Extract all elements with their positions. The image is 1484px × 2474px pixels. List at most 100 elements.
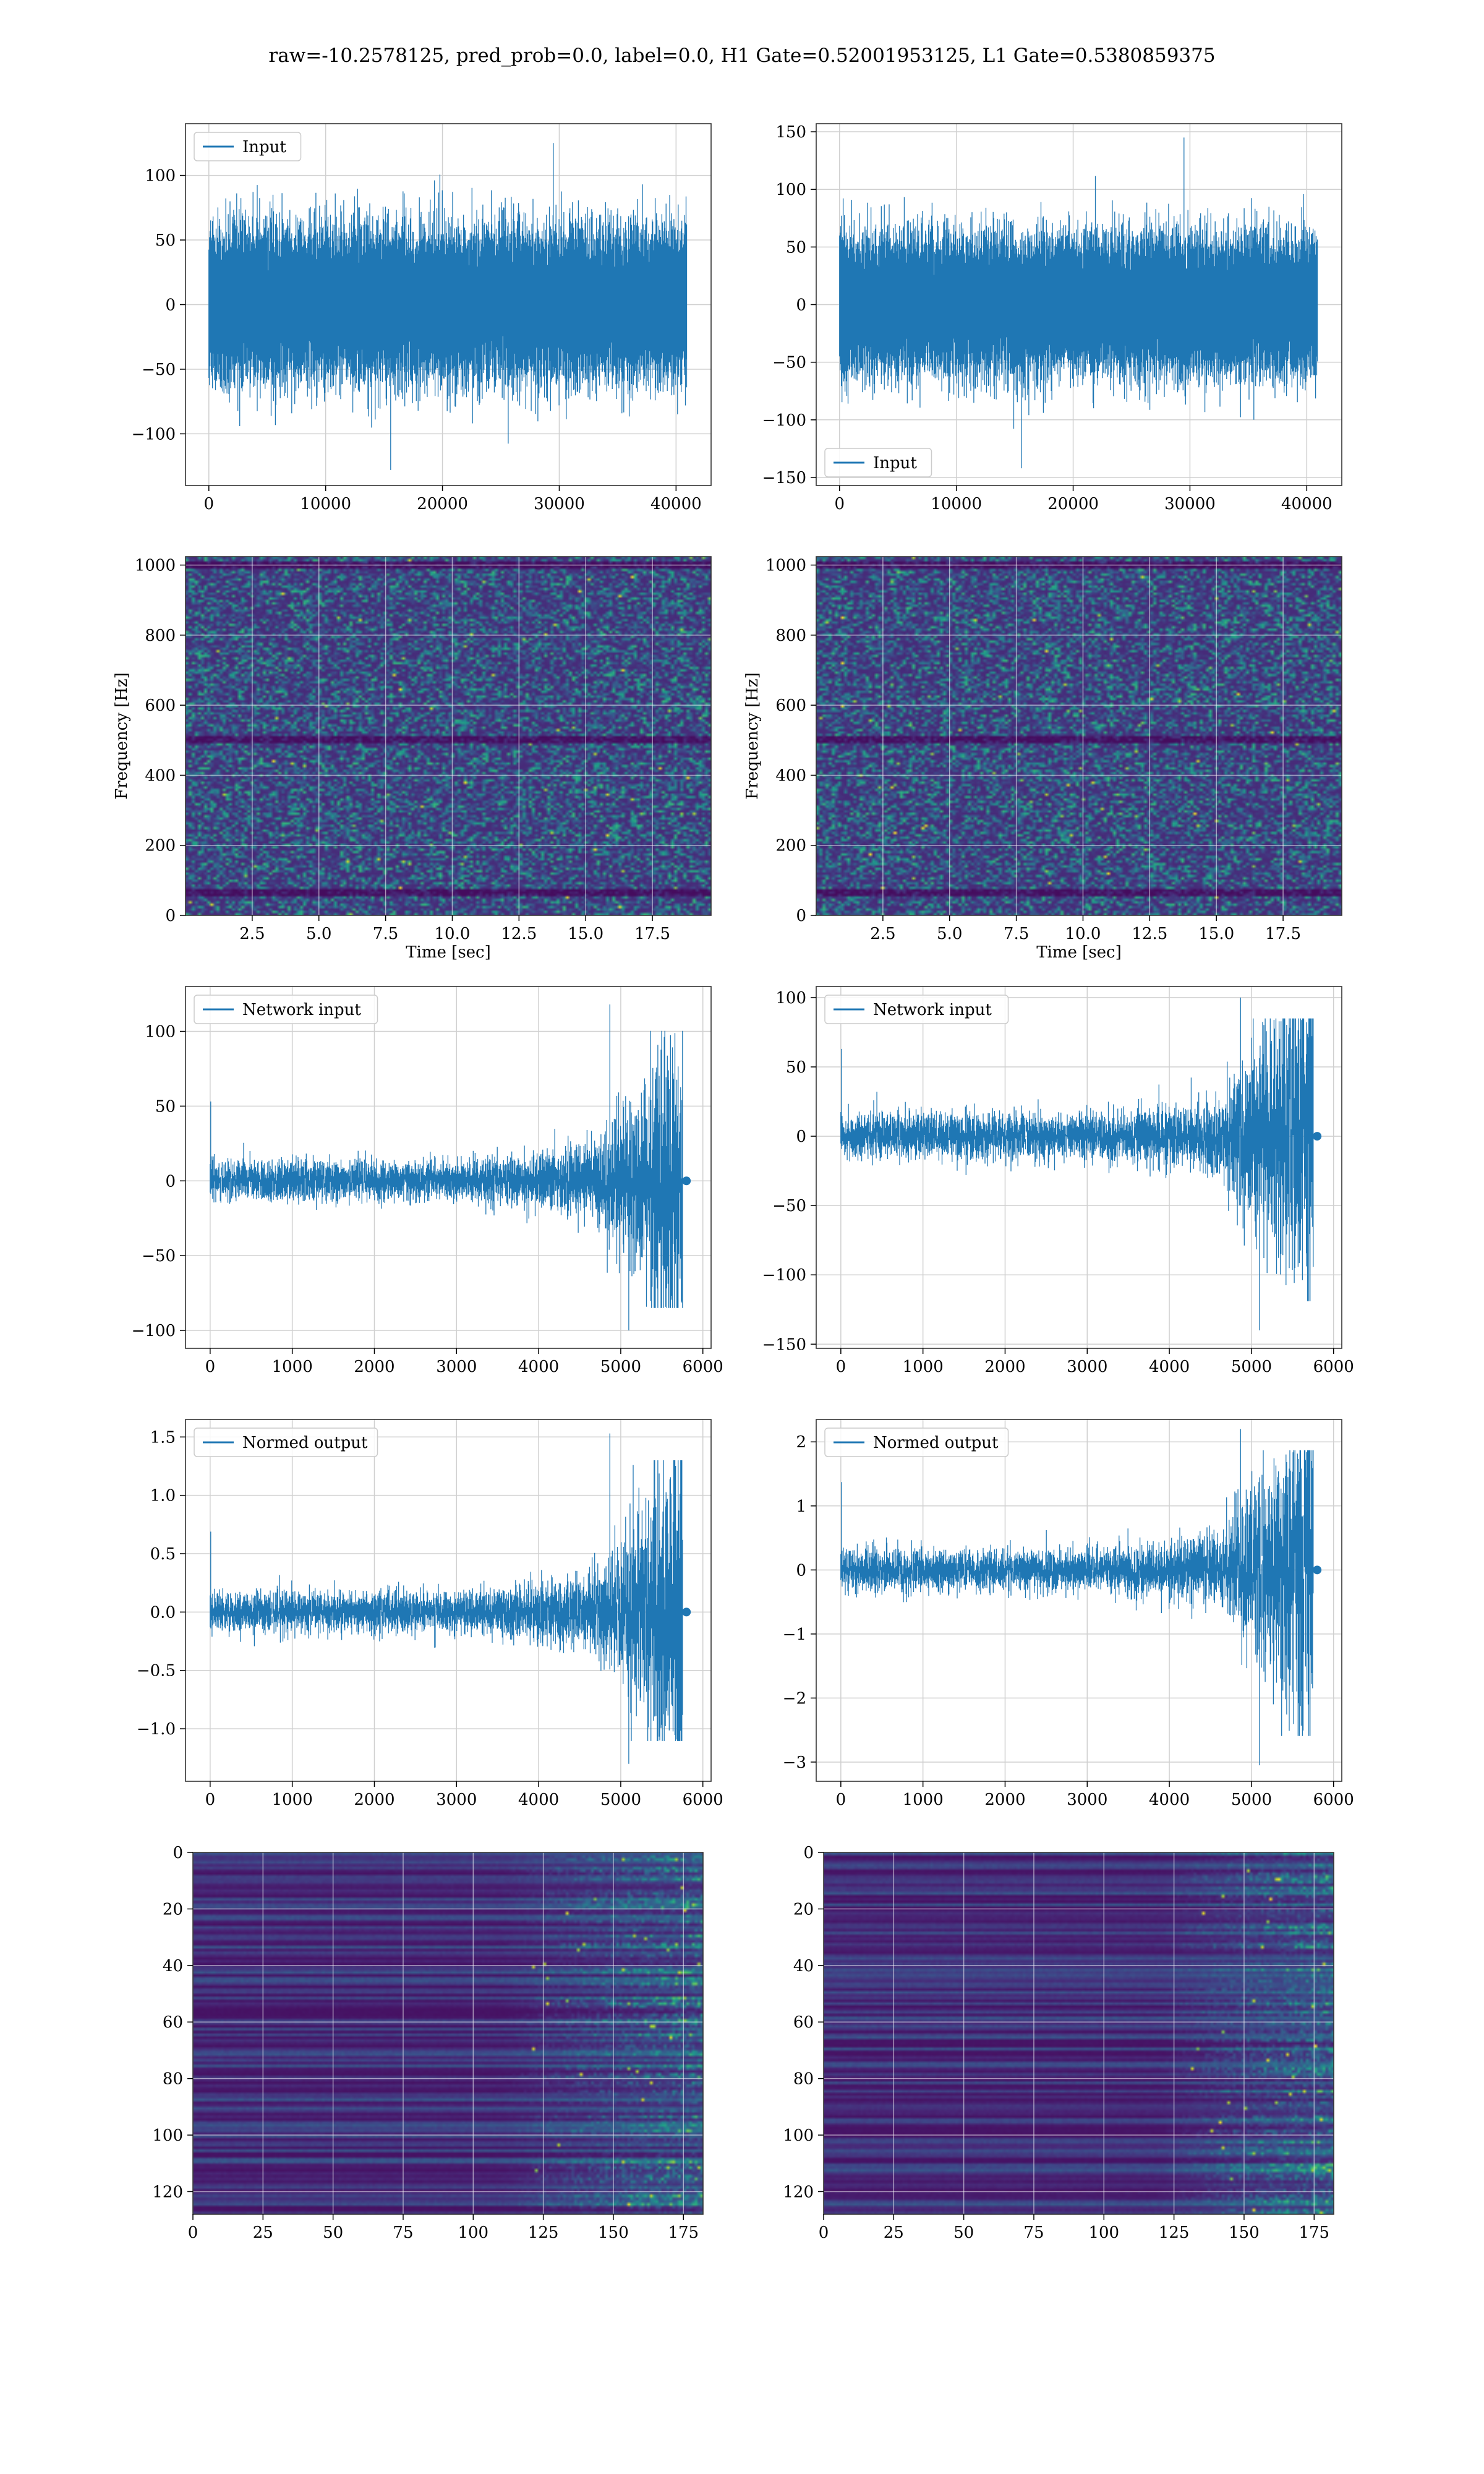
y-tick-label: 0.0 xyxy=(150,1603,176,1622)
spectrogram-l1-panel: 2.5 5.0 7.5 10.0 12.5 15.0 17.5 0 200 400 600 800 10… xyxy=(743,556,1342,962)
y-tick-label: 400 xyxy=(775,766,806,785)
legend-label: Input xyxy=(242,138,286,156)
y-tick-label: 120 xyxy=(152,2183,183,2201)
series-end-marker xyxy=(682,1607,691,1617)
y-tick-label: 100 xyxy=(145,1023,176,1042)
y-tick-label: −150 xyxy=(762,1335,806,1354)
y-tick-label: 100 xyxy=(152,2126,183,2145)
y-tick-label: 0 xyxy=(796,296,806,315)
x-tick-label: 17.5 xyxy=(1265,925,1301,943)
figure-title: raw=-10.2578125, pred_prob=0.0, label=0.… xyxy=(268,45,1215,67)
x-tick-label: 5000 xyxy=(1231,1791,1272,1809)
spectrogram-image xyxy=(816,557,1342,915)
y-tick-label: 50 xyxy=(155,1097,176,1116)
y-tick-label: 400 xyxy=(145,766,176,785)
x-tick-label: 50 xyxy=(953,2224,974,2242)
x-tick-label: 3000 xyxy=(436,1791,477,1809)
x-tick-label: 4000 xyxy=(1149,1358,1190,1376)
y-tick-label: 100 xyxy=(775,989,806,1008)
spectrogram-h1-panel: 2.5 5.0 7.5 10.0 12.5 15.0 17.5 0 200 400 600 800 10… xyxy=(113,556,712,962)
legend-label: Network input xyxy=(873,1001,992,1019)
y-tick-label: 200 xyxy=(775,837,806,855)
x-tick-label: 125 xyxy=(1159,2224,1190,2242)
y-tick-label: 800 xyxy=(775,627,806,645)
y-tick-label: −3 xyxy=(783,1753,806,1772)
x-tick-label: 2.5 xyxy=(239,925,265,943)
x-tick-label: 25 xyxy=(253,2224,273,2242)
feature-map-image xyxy=(193,1852,703,2214)
y-axis-label: Frequency [Hz] xyxy=(743,672,762,800)
axes-frame xyxy=(192,1852,704,2215)
x-tick-label: 40000 xyxy=(650,495,702,513)
y-tick-label: −100 xyxy=(762,411,806,430)
x-tick-label: 2000 xyxy=(354,1358,394,1376)
x-tick-label: 6000 xyxy=(683,1358,723,1376)
y-tick-label: 0 xyxy=(165,1172,176,1191)
y-tick-label: 100 xyxy=(145,167,176,186)
legend-box xyxy=(194,132,302,161)
x-tick-label: 4000 xyxy=(518,1791,559,1809)
legend: Normed output xyxy=(194,1427,378,1457)
x-tick-label: 2.5 xyxy=(870,925,895,943)
y-tick-label: −50 xyxy=(772,354,806,372)
x-tick-label: 0 xyxy=(819,2224,829,2242)
x-tick-label: 12.5 xyxy=(501,925,537,943)
x-tick-label: 75 xyxy=(1023,2224,1044,2242)
x-tick-label: 0 xyxy=(205,1358,216,1376)
y-tick-label: −50 xyxy=(772,1197,806,1215)
y-tick-label: 2 xyxy=(796,1433,806,1452)
x-tick-label: 10.0 xyxy=(435,925,471,943)
y-tick-label: 150 xyxy=(775,123,806,142)
x-tick-label: 30000 xyxy=(1164,495,1216,513)
y-tick-label: 40 xyxy=(793,1957,814,1975)
y-tick-label: −50 xyxy=(142,361,176,379)
x-tick-label: 7.5 xyxy=(373,925,398,943)
series-line-network-input xyxy=(210,1004,683,1330)
x-tick-label: 6000 xyxy=(1313,1791,1354,1809)
legend: Input xyxy=(824,448,932,477)
y-tick-label: 50 xyxy=(155,231,176,250)
input-h1-panel: Input 0 10000 20000 30000 40000 −100 −50 0 50 100 xyxy=(132,123,712,513)
x-tick-label: 17.5 xyxy=(634,925,670,943)
x-tick-label: 0 xyxy=(205,1791,216,1809)
series-line-normed-output xyxy=(840,1429,1314,1766)
x-tick-label: 6000 xyxy=(683,1791,723,1809)
y-tick-label: 0 xyxy=(796,1128,806,1146)
y-tick-label: −50 xyxy=(142,1247,176,1265)
legend-box xyxy=(824,448,932,477)
y-tick-label: 20 xyxy=(163,1900,183,1919)
y-tick-label: 1000 xyxy=(765,557,806,575)
x-tick-label: 5.0 xyxy=(306,925,331,943)
x-tick-label: 10.0 xyxy=(1065,925,1101,943)
y-tick-label: 80 xyxy=(793,2070,814,2089)
y-tick-label: 40 xyxy=(163,1957,183,1975)
x-tick-label: 15.0 xyxy=(1198,925,1234,943)
legend-label: Input xyxy=(873,454,917,473)
x-tick-label: 3000 xyxy=(1067,1358,1107,1376)
x-tick-label: 4000 xyxy=(1149,1791,1190,1809)
y-tick-label: 0 xyxy=(796,1561,806,1580)
y-tick-label: 600 xyxy=(145,696,176,715)
y-tick-label: 60 xyxy=(163,2013,183,2032)
y-tick-label: 0 xyxy=(796,907,806,925)
x-tick-label: 2000 xyxy=(354,1791,394,1809)
series-line-network-input xyxy=(840,997,1314,1330)
y-tick-label: 0 xyxy=(165,296,176,315)
axes-frame xyxy=(185,556,712,916)
axes-frame xyxy=(816,1419,1342,1782)
x-tick-label: 5000 xyxy=(1231,1358,1272,1376)
legend: Network input xyxy=(194,995,378,1024)
x-tick-label: 150 xyxy=(598,2224,629,2242)
series-end-marker xyxy=(1313,1132,1322,1141)
x-tick-label: 5000 xyxy=(600,1358,641,1376)
y-tick-label: −1.0 xyxy=(137,1720,176,1739)
x-tick-label: 25 xyxy=(884,2224,904,2242)
series-line-normed-output xyxy=(210,1433,683,1764)
x-tick-label: 125 xyxy=(528,2224,559,2242)
x-tick-label: 2000 xyxy=(984,1358,1025,1376)
x-tick-label: 150 xyxy=(1229,2224,1260,2242)
legend-label: Normed output xyxy=(873,1434,999,1452)
x-tick-label: 12.5 xyxy=(1132,925,1167,943)
